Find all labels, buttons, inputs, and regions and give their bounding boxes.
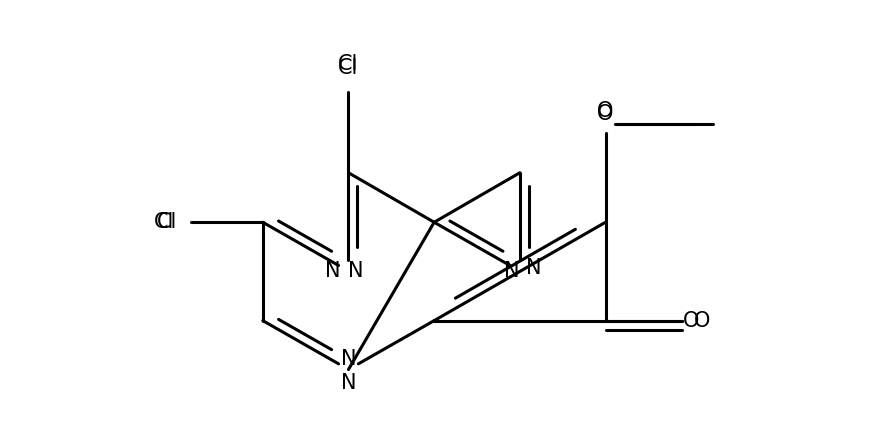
Text: O: O: [597, 101, 614, 121]
Text: N: N: [526, 258, 542, 278]
Text: O: O: [597, 104, 614, 124]
Text: Cl: Cl: [338, 54, 359, 74]
Text: O: O: [683, 311, 700, 330]
Text: N: N: [349, 261, 364, 281]
Text: Cl: Cl: [157, 212, 177, 232]
Text: N: N: [504, 261, 520, 281]
Text: N: N: [341, 373, 356, 392]
Text: O: O: [694, 311, 711, 330]
Text: Cl: Cl: [338, 57, 359, 77]
Text: Cl: Cl: [153, 212, 174, 232]
Text: N: N: [325, 261, 341, 281]
Text: N: N: [341, 350, 356, 369]
